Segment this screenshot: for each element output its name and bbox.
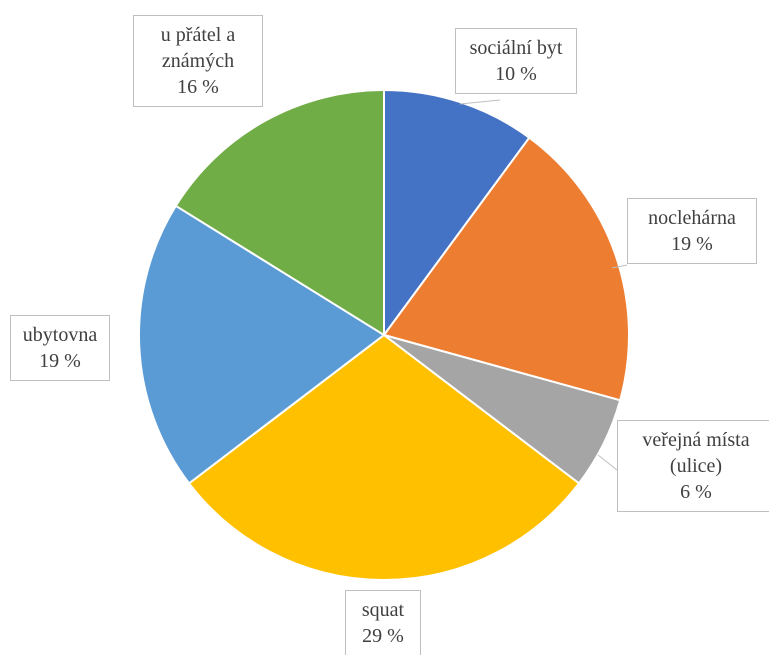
pie-slice <box>174 88 385 337</box>
category-label: noclehárna <box>648 207 736 229</box>
pie-slice <box>187 333 581 581</box>
value-label: 29 % <box>362 625 404 647</box>
data-label: u přátel a známých 16 % <box>133 15 263 107</box>
value-label: 19 % <box>671 233 713 255</box>
leader-line <box>597 454 618 471</box>
value-label: 6 % <box>680 481 712 503</box>
pie-slice <box>383 88 531 339</box>
data-label: sociální byt 10 % <box>455 28 577 94</box>
pie-slice <box>138 204 386 485</box>
value-label: 10 % <box>495 63 537 85</box>
data-label: veřejná místa (ulice) 6 % <box>617 420 769 512</box>
category-label: veřejná místa (ulice) <box>642 429 750 477</box>
value-label: 19 % <box>39 350 81 372</box>
data-label: ubytovna 19 % <box>10 315 110 381</box>
leader-line <box>611 264 628 269</box>
category-label: u přátel a známých <box>160 24 236 72</box>
category-label: ubytovna <box>22 324 98 346</box>
data-label: squat 29 % <box>345 590 421 655</box>
category-label: sociální byt <box>469 37 563 59</box>
category-label: squat <box>361 599 405 621</box>
data-label: noclehárna 19 % <box>627 198 757 264</box>
leader-line <box>459 99 501 105</box>
pie-slice <box>382 136 630 402</box>
value-label: 16 % <box>177 76 219 98</box>
